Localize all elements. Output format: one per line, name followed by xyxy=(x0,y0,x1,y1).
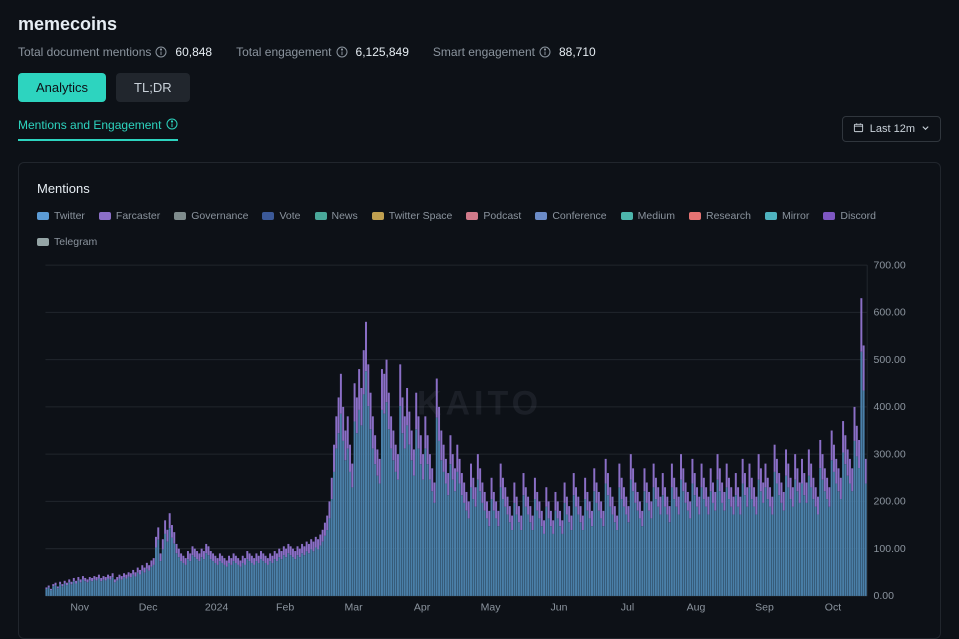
tab-analytics[interactable]: Analytics xyxy=(18,73,106,102)
svg-text:Mar: Mar xyxy=(345,602,364,614)
svg-text:Feb: Feb xyxy=(276,602,294,614)
subtabs-row: Mentions and Engagement Last 12m xyxy=(18,116,941,142)
svg-text:400.00: 400.00 xyxy=(874,401,906,413)
calendar-icon xyxy=(853,122,864,136)
legend-swatch xyxy=(37,212,49,220)
legend-swatch xyxy=(621,212,633,220)
svg-text:Nov: Nov xyxy=(70,602,89,614)
svg-text:100.00: 100.00 xyxy=(874,543,906,555)
stat-total-engagement: Total engagement 6,125,849 xyxy=(236,45,409,59)
legend-item[interactable]: Vote xyxy=(262,210,300,222)
legend-item[interactable]: Telegram xyxy=(37,236,97,248)
mentions-chart[interactable]: 0.00 100.00 200.00 300.00 400.00 500.00 600.00… xyxy=(37,260,922,620)
legend-item[interactable]: Podcast xyxy=(466,210,521,222)
legend-item[interactable]: Mirror xyxy=(765,210,809,222)
legend-item[interactable]: Discord xyxy=(823,210,876,222)
chart-card: Mentions Twitter Farcaster Governance Vote N… xyxy=(18,162,941,639)
svg-text:700.00: 700.00 xyxy=(874,260,906,271)
svg-text:0.00: 0.00 xyxy=(874,590,895,602)
info-icon[interactable] xyxy=(336,46,348,58)
svg-text:200.00: 200.00 xyxy=(874,496,906,508)
info-icon[interactable] xyxy=(539,46,551,58)
svg-text:Jun: Jun xyxy=(551,602,568,614)
header: memecoins Total document mentions 60,848… xyxy=(0,0,959,150)
svg-text:Aug: Aug xyxy=(687,602,706,614)
legend-swatch xyxy=(535,212,547,220)
info-icon xyxy=(166,118,178,133)
svg-text:2024: 2024 xyxy=(205,602,229,614)
chart-legend: Twitter Farcaster Governance Vote News Twitte… xyxy=(37,210,922,248)
legend-swatch xyxy=(262,212,274,220)
legend-item[interactable]: News xyxy=(315,210,358,222)
legend-swatch xyxy=(372,212,384,220)
legend-swatch xyxy=(99,212,111,220)
legend-swatch xyxy=(174,212,186,220)
legend-swatch xyxy=(765,212,777,220)
legend-item[interactable]: Research xyxy=(689,210,751,222)
legend-swatch xyxy=(689,212,701,220)
legend-item[interactable]: Farcaster xyxy=(99,210,160,222)
legend-item[interactable]: Governance xyxy=(174,210,248,222)
svg-text:Jul: Jul xyxy=(621,602,634,614)
page-title: memecoins xyxy=(18,14,941,35)
legend-swatch xyxy=(37,238,49,246)
svg-text:Dec: Dec xyxy=(139,602,158,614)
stat-total-mentions: Total document mentions 60,848 xyxy=(18,45,212,59)
stats-row: Total document mentions 60,848 Total eng… xyxy=(18,45,941,59)
chart-title: Mentions xyxy=(37,181,922,196)
time-range-picker[interactable]: Last 12m xyxy=(842,116,941,142)
legend-swatch xyxy=(315,212,327,220)
chart-area: KAITO 0.00100.00200.00300.00400.00500.00… xyxy=(37,260,922,620)
svg-text:Sep: Sep xyxy=(755,602,774,614)
legend-item[interactable]: Medium xyxy=(621,210,675,222)
legend-swatch xyxy=(823,212,835,220)
svg-text:600.00: 600.00 xyxy=(874,307,906,319)
legend-item[interactable]: Twitter xyxy=(37,210,85,222)
stat-smart-engagement: Smart engagement 88,710 xyxy=(433,45,596,59)
info-icon[interactable] xyxy=(155,46,167,58)
subtab-mentions-engagement[interactable]: Mentions and Engagement xyxy=(18,118,178,141)
svg-text:300.00: 300.00 xyxy=(874,448,906,460)
legend-item[interactable]: Conference xyxy=(535,210,606,222)
legend-item[interactable]: Twitter Space xyxy=(372,210,453,222)
svg-text:May: May xyxy=(481,602,502,614)
tabs-row: Analytics TL;DR xyxy=(18,73,941,102)
svg-text:500.00: 500.00 xyxy=(874,354,906,366)
chevron-down-icon xyxy=(921,123,930,135)
svg-text:Apr: Apr xyxy=(414,602,431,614)
legend-swatch xyxy=(466,212,478,220)
tab-tldr[interactable]: TL;DR xyxy=(116,73,190,102)
svg-text:Oct: Oct xyxy=(825,602,841,614)
